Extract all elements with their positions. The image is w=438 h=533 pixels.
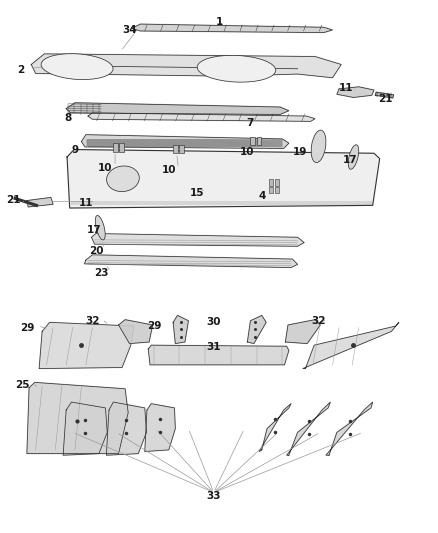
Text: 10: 10 bbox=[98, 163, 113, 173]
Polygon shape bbox=[106, 402, 147, 455]
Text: 11: 11 bbox=[78, 198, 93, 208]
Text: 9: 9 bbox=[71, 144, 78, 155]
Polygon shape bbox=[145, 403, 175, 451]
Polygon shape bbox=[67, 150, 380, 208]
Polygon shape bbox=[375, 92, 394, 98]
Text: 31: 31 bbox=[206, 342, 221, 352]
Bar bbox=[173, 145, 178, 154]
Polygon shape bbox=[27, 197, 53, 207]
Text: 30: 30 bbox=[206, 317, 221, 327]
Bar bbox=[275, 187, 279, 193]
Text: 32: 32 bbox=[85, 316, 99, 326]
Text: 34: 34 bbox=[122, 25, 137, 35]
Polygon shape bbox=[259, 403, 291, 451]
Bar bbox=[269, 179, 273, 185]
Text: 17: 17 bbox=[86, 225, 101, 236]
Ellipse shape bbox=[41, 54, 113, 79]
Ellipse shape bbox=[311, 130, 326, 163]
Ellipse shape bbox=[348, 145, 359, 169]
Polygon shape bbox=[132, 24, 332, 33]
Polygon shape bbox=[247, 316, 266, 344]
Polygon shape bbox=[39, 322, 134, 368]
Text: 10: 10 bbox=[240, 147, 254, 157]
Text: 11: 11 bbox=[339, 83, 353, 93]
Polygon shape bbox=[66, 103, 289, 115]
Text: 19: 19 bbox=[293, 147, 307, 157]
Bar bbox=[179, 145, 184, 154]
Polygon shape bbox=[88, 113, 315, 122]
Polygon shape bbox=[81, 135, 289, 149]
Text: 4: 4 bbox=[258, 191, 265, 201]
Text: 1: 1 bbox=[215, 17, 223, 27]
Text: 8: 8 bbox=[65, 112, 72, 123]
Bar bbox=[257, 137, 261, 146]
Ellipse shape bbox=[106, 166, 139, 191]
Text: 23: 23 bbox=[94, 268, 108, 278]
Text: 25: 25 bbox=[15, 379, 30, 390]
Polygon shape bbox=[303, 322, 399, 368]
Polygon shape bbox=[148, 345, 289, 365]
Text: 29: 29 bbox=[147, 321, 162, 331]
Text: 2: 2 bbox=[18, 65, 25, 75]
Polygon shape bbox=[287, 402, 330, 455]
Text: 10: 10 bbox=[162, 165, 176, 175]
Ellipse shape bbox=[95, 215, 105, 240]
Polygon shape bbox=[286, 320, 320, 344]
Text: 21: 21 bbox=[378, 94, 392, 104]
Polygon shape bbox=[173, 316, 188, 344]
Bar bbox=[269, 187, 273, 193]
Text: 32: 32 bbox=[311, 316, 326, 326]
Polygon shape bbox=[92, 233, 304, 246]
Polygon shape bbox=[85, 255, 297, 268]
Polygon shape bbox=[337, 87, 374, 98]
Text: 17: 17 bbox=[343, 155, 357, 165]
Bar bbox=[113, 143, 118, 152]
Text: 29: 29 bbox=[21, 322, 35, 333]
Bar bbox=[275, 179, 279, 185]
Polygon shape bbox=[326, 402, 373, 455]
Bar bbox=[120, 143, 124, 152]
Text: 21: 21 bbox=[6, 195, 20, 205]
Bar bbox=[251, 137, 255, 146]
Polygon shape bbox=[63, 402, 107, 455]
Text: 33: 33 bbox=[206, 491, 221, 501]
Polygon shape bbox=[31, 54, 341, 78]
Ellipse shape bbox=[197, 55, 276, 82]
Text: 20: 20 bbox=[88, 246, 103, 255]
Text: 15: 15 bbox=[190, 188, 205, 198]
Polygon shape bbox=[119, 320, 152, 344]
Polygon shape bbox=[27, 382, 128, 454]
Text: 7: 7 bbox=[246, 118, 253, 128]
